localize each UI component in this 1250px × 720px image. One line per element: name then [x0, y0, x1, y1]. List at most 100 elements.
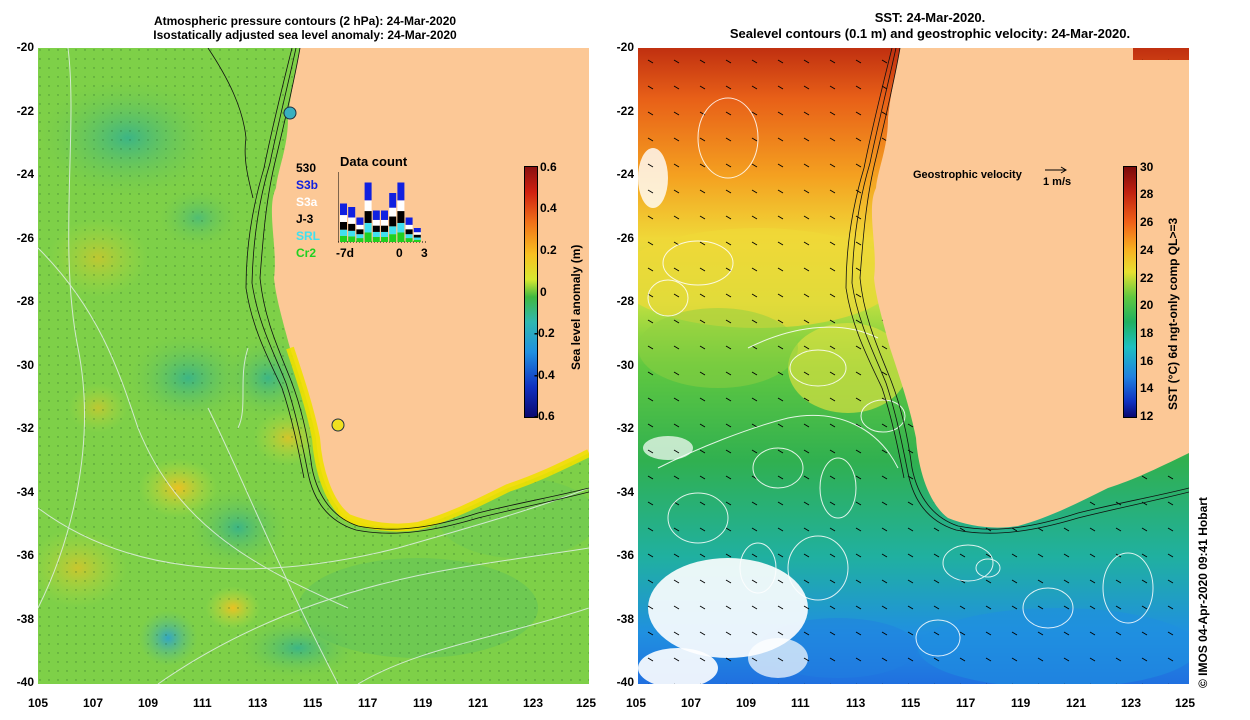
x-tick: 119 — [1011, 696, 1031, 710]
y-tick: -38 — [16, 612, 34, 626]
y-tick: -32 — [616, 421, 634, 435]
source-label-s3a: S3a — [296, 195, 318, 209]
y-tick: -30 — [616, 358, 634, 372]
x-tick: 115 — [901, 696, 921, 710]
colorbar-tick: -0.2 — [534, 326, 555, 340]
y-tick: -20 — [16, 40, 34, 54]
right-title-line1: SST: 24-Mar-2020. — [874, 10, 986, 25]
x-tick: 111 — [791, 696, 810, 710]
histogram-bar-segment — [405, 229, 413, 235]
source-label-cr2: Cr2 — [296, 246, 317, 260]
x-tick: 119 — [413, 696, 433, 710]
histogram-bar-segment — [364, 200, 372, 212]
sea-level-contours — [647, 97, 1154, 657]
sst-colorbar-label: SST (°C) 6d ngt-only comp QL>=3 — [1166, 217, 1180, 410]
histogram-bar-segment — [405, 238, 413, 242]
histogram-bar-segment — [405, 224, 413, 230]
x-tick: 125 — [1175, 696, 1196, 710]
histogram-bar-segment — [340, 215, 347, 222]
histogram-bar-segment — [340, 221, 347, 230]
histogram-bar-segment — [389, 216, 397, 227]
coastal-high-band — [286, 346, 589, 532]
colorbar-tick: 20 — [1140, 298, 1154, 312]
histogram-bar-segment — [372, 225, 380, 232]
land-mass — [271, 48, 589, 528]
colorbar-tick: 0.6 — [540, 160, 557, 174]
colorbar-tick: -0.4 — [534, 368, 555, 382]
histogram-bar-segment — [356, 238, 364, 242]
histogram-bar-segment — [381, 225, 388, 232]
x-tick: 105 — [626, 696, 647, 710]
sea-level-colorbar-ticks: 0.6 0.4 0.2 0 -0.2 -0.4 -0.6 — [534, 160, 580, 424]
histogram-bar-segment — [348, 223, 356, 231]
colorbar-tick: 24 — [1140, 243, 1154, 257]
histogram-bar-segment — [381, 236, 388, 242]
colorbar-tick: 18 — [1140, 326, 1154, 340]
y-tick: -22 — [616, 104, 634, 118]
histogram-bar-segment — [348, 207, 356, 218]
data-count-histogram — [338, 172, 428, 243]
left-x-axis-labels: 105 107 109 111 113 115 117 119 121 123 … — [0, 690, 610, 710]
sea-level-colorbar-label: Sea level anomaly (m) — [569, 244, 583, 370]
histogram-bar-segment — [397, 182, 405, 201]
histogram-bar-segment — [397, 211, 405, 223]
y-tick: -22 — [16, 104, 34, 118]
x-tick: 123 — [1121, 696, 1142, 710]
histogram-bar-segment — [413, 237, 421, 240]
right-y-axis-labels: -20 -22 -24 -26 -28 -30 -32 -34 -36 -38 … — [598, 40, 636, 700]
histogram-bar-segment — [372, 236, 380, 242]
histogram-bar-segment — [356, 217, 364, 225]
histogram-bar-segment — [389, 207, 397, 217]
histogram-bar-segment — [356, 234, 364, 239]
histogram-bar-segment — [389, 193, 397, 208]
colorbar-tick: 28 — [1140, 187, 1154, 201]
histogram-bar-segment — [381, 231, 388, 237]
velocity-key-unit: 1 m/s — [1043, 176, 1072, 188]
pressure-contours — [38, 48, 589, 684]
left-y-axis-labels: -20 -22 -24 -26 -28 -30 -32 -34 -36 -38 … — [0, 40, 36, 700]
velocity-key-label: Geostrophic velocity — [913, 169, 1022, 181]
histogram-bar-segment — [405, 217, 413, 225]
x-tick: 109 — [138, 696, 159, 710]
tide-gauge-marker — [331, 418, 345, 432]
histogram-bar-segment — [348, 230, 356, 237]
y-tick: -40 — [16, 675, 34, 689]
x-tick: 117 — [956, 696, 976, 710]
y-tick: -32 — [16, 421, 34, 435]
x-tick: 115 — [303, 696, 323, 710]
y-tick: -24 — [616, 167, 634, 181]
y-tick: -40 — [616, 675, 634, 689]
y-tick: -28 — [616, 294, 634, 308]
bathymetry-contours — [207, 48, 589, 534]
colorbar-tick: 22 — [1140, 271, 1154, 285]
data-count-axis-end: 3 — [421, 246, 428, 260]
histogram-bar-segment — [413, 232, 421, 235]
histogram-bar-segment — [405, 234, 413, 239]
left-title-line1: Atmospheric pressure contours (2 hPa): 2… — [153, 14, 457, 28]
colorbar-tick: 0 — [540, 285, 547, 299]
colorbar-tick: 0.2 — [540, 243, 557, 257]
sst-map — [638, 48, 1189, 684]
colorbar-tick: 16 — [1140, 354, 1154, 368]
colorbar-tick: 26 — [1140, 215, 1154, 229]
sea-level-anomaly-map — [38, 48, 589, 684]
histogram-bar-segment — [340, 235, 347, 242]
right-title-line2: Sealevel contours (0.1 m) and geostrophi… — [729, 26, 1131, 41]
colorbar-tick: 30 — [1140, 160, 1154, 174]
histogram-bar-segment — [348, 236, 356, 242]
histogram-bar-segment — [364, 232, 372, 242]
y-tick: -24 — [16, 167, 34, 181]
x-tick: 113 — [248, 696, 268, 710]
x-tick: 105 — [28, 696, 49, 710]
histogram-bar-segment — [340, 229, 347, 236]
x-tick: 125 — [576, 696, 597, 710]
data-count-title: Data count — [340, 154, 408, 169]
y-tick: -28 — [16, 294, 34, 308]
histogram-bar-segment — [413, 228, 421, 233]
histogram-bar-segment — [381, 219, 388, 226]
tide-gauge-marker — [283, 106, 297, 120]
right-x-axis-labels: 105 107 109 111 113 115 117 119 121 123 … — [600, 690, 1210, 710]
histogram-bar-segment — [372, 219, 380, 226]
sst-colorbar-ticks: 30 28 26 24 22 20 18 16 14 12 — [1140, 160, 1170, 424]
colorbar-tick: -0.6 — [534, 409, 555, 423]
